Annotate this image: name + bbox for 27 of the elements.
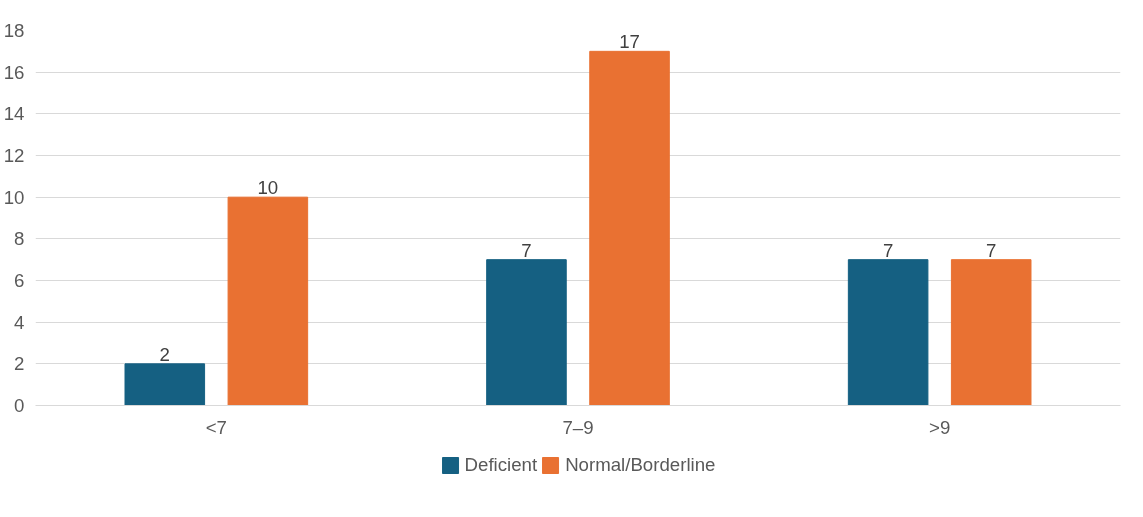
- bar: [847, 259, 929, 406]
- bar: [589, 50, 670, 406]
- bar: [227, 196, 309, 406]
- bar: [950, 259, 1032, 406]
- x-tick-label: 7–9: [562, 416, 594, 438]
- y-tick-label: 14: [3, 103, 25, 125]
- legend-label: Normal/Borderline: [565, 454, 716, 476]
- data-label: 7: [986, 239, 997, 261]
- data-label: 10: [257, 177, 279, 199]
- data-label: 7: [521, 239, 532, 261]
- data-label: 7: [882, 239, 894, 261]
- x-tick-label: <7: [205, 416, 227, 438]
- data-label: 2: [159, 343, 170, 365]
- y-tick-label: 10: [3, 186, 25, 208]
- y-tick-label: 4: [14, 311, 25, 333]
- y-tick-label: 16: [3, 61, 25, 83]
- data-label: 17: [619, 31, 640, 53]
- y-tick-label: 18: [3, 20, 25, 41]
- y-tick-label: 6: [14, 270, 25, 291]
- x-tick-label: >9: [929, 416, 951, 438]
- bar: [124, 363, 206, 406]
- y-tick-label: 2: [14, 353, 25, 375]
- y-tick-label: 8: [14, 228, 25, 250]
- y-tick-label: 12: [3, 145, 25, 166]
- y-tick-label: 0: [14, 395, 25, 416]
- bar: [486, 259, 567, 406]
- legend-label: Deficient: [464, 454, 538, 476]
